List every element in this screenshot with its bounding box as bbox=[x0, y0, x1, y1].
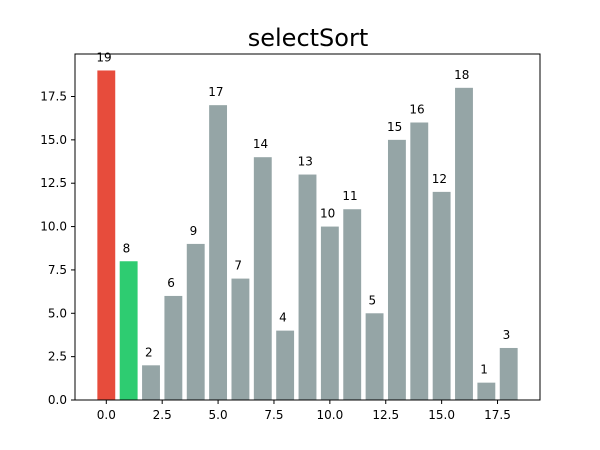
y-tick-label-7: 17.5 bbox=[40, 89, 67, 103]
data-label-9: 13 bbox=[298, 155, 313, 169]
y-tick-label-0: 0.0 bbox=[48, 393, 67, 407]
bar-3 bbox=[164, 295, 183, 400]
y-tick-label-5: 12.5 bbox=[40, 176, 67, 190]
data-label-7: 14 bbox=[253, 137, 268, 151]
bar-11 bbox=[343, 209, 362, 400]
bars bbox=[97, 70, 518, 401]
x-tick-label-3: 7.5 bbox=[264, 408, 283, 422]
bar-9 bbox=[298, 174, 317, 400]
data-label-15: 12 bbox=[432, 172, 447, 186]
y-tick-label-3: 7.5 bbox=[48, 263, 67, 277]
data-label-16: 18 bbox=[454, 68, 469, 82]
y-tick-label-4: 10.0 bbox=[40, 220, 67, 234]
x-tick-label-1: 2.5 bbox=[153, 408, 172, 422]
data-label-17: 1 bbox=[480, 363, 488, 377]
bar-4 bbox=[186, 243, 205, 400]
bar-17 bbox=[477, 382, 496, 400]
data-label-1: 8 bbox=[123, 241, 131, 255]
bar-6 bbox=[231, 278, 250, 400]
bar-12 bbox=[365, 313, 384, 400]
bar-13 bbox=[387, 139, 406, 401]
data-label-18: 3 bbox=[503, 328, 511, 342]
data-label-0: 19 bbox=[96, 50, 111, 64]
bar-14 bbox=[410, 122, 429, 401]
data-label-12: 5 bbox=[369, 293, 377, 307]
data-label-10: 10 bbox=[320, 207, 335, 221]
y-tick-label-1: 2.5 bbox=[48, 350, 67, 364]
bar-2 bbox=[142, 365, 160, 400]
data-label-2: 2 bbox=[145, 345, 153, 359]
data-label-6: 7 bbox=[234, 259, 242, 273]
data-label-11: 11 bbox=[342, 189, 357, 203]
bar-18 bbox=[499, 347, 518, 400]
bar-8 bbox=[276, 330, 295, 400]
data-label-8: 4 bbox=[279, 311, 287, 325]
y-tick-label-6: 15.0 bbox=[40, 133, 67, 147]
y-tick-label-2: 5.0 bbox=[48, 306, 67, 320]
bar-5 bbox=[209, 105, 228, 401]
data-label-5: 17 bbox=[208, 85, 223, 99]
data-label-4: 9 bbox=[190, 224, 198, 238]
bar-7 bbox=[253, 157, 272, 400]
chart-title: selectSort bbox=[248, 24, 369, 52]
bar-0 bbox=[97, 70, 116, 400]
x-tick-label-6: 15.0 bbox=[428, 408, 455, 422]
bar-15 bbox=[432, 191, 451, 400]
x-tick-label-4: 10.0 bbox=[316, 408, 343, 422]
bar-1 bbox=[119, 261, 138, 400]
data-label-13: 15 bbox=[387, 120, 402, 134]
x-tick-label-2: 5.0 bbox=[209, 408, 228, 422]
x-tick-label-0: 0.0 bbox=[97, 408, 116, 422]
x-tick-label-5: 12.5 bbox=[372, 408, 399, 422]
bar-10 bbox=[320, 226, 339, 400]
data-label-3: 6 bbox=[167, 276, 175, 290]
y-axis: 0.0 2.5 5.0 7.5 10.0 12.5 15.0 17.5 bbox=[40, 89, 75, 407]
x-axis: 0.0 2.5 5.0 7.5 10.0 12.5 15.0 17.5 bbox=[97, 400, 511, 422]
data-label-14: 16 bbox=[409, 103, 424, 117]
bar-16 bbox=[455, 87, 473, 400]
x-tick-label-7: 17.5 bbox=[484, 408, 511, 422]
